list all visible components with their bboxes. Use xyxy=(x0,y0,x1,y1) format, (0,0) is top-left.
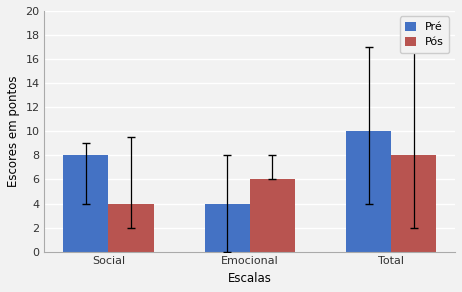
Bar xyxy=(205,204,250,252)
Bar xyxy=(391,155,437,252)
Bar xyxy=(63,155,109,252)
Bar xyxy=(250,179,295,252)
Bar xyxy=(109,204,154,252)
Legend: Pré, Pós: Pré, Pós xyxy=(400,17,450,53)
Bar xyxy=(346,131,391,252)
X-axis label: Escalas: Escalas xyxy=(228,272,272,285)
Y-axis label: Escores em pontos: Escores em pontos xyxy=(7,76,20,187)
